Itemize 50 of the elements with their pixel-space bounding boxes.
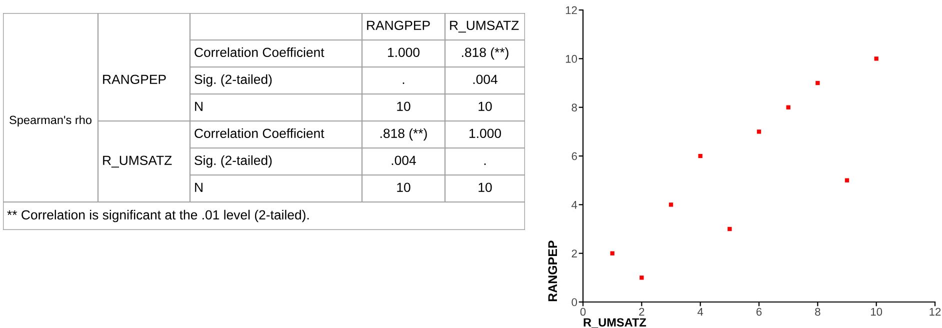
text: .	[402, 82, 404, 84]
y-tick-label: 0	[572, 298, 578, 306]
x-tick-label: 4	[698, 308, 704, 316]
y-tick-label: 6	[572, 152, 577, 160]
y-tick-label: 10	[566, 54, 578, 63]
category-label: R_UMSATZ	[450, 20, 519, 33]
text: 10	[478, 102, 492, 112]
category-label: R_UMSATZ	[103, 156, 172, 168]
text: 1.000	[470, 128, 501, 138]
y-tick-label: 2	[572, 250, 577, 258]
x-tick-label: 8	[815, 308, 820, 316]
text: .004	[392, 156, 416, 166]
point	[640, 276, 644, 280]
x-tick-label: 0	[580, 308, 586, 316]
text: 1.000	[388, 48, 420, 58]
text: 10	[397, 102, 410, 112]
y-axis-title: RANGPEP	[548, 240, 558, 302]
x-tick-label: 10	[871, 308, 882, 316]
text: .818 (**)	[462, 47, 508, 60]
y-tick-label: 12	[566, 6, 577, 14]
point	[844, 178, 850, 182]
point	[816, 80, 820, 86]
text: .818 (**)	[380, 128, 427, 141]
category-label: Sig. (2-tailed)	[194, 74, 272, 87]
x-tick-label: 2	[639, 308, 644, 316]
point	[786, 105, 790, 110]
text: 10	[478, 182, 492, 192]
point	[728, 226, 732, 232]
point	[698, 154, 702, 158]
x-tick-label: 6	[756, 308, 762, 316]
category-label: Sig. (2-tailed)	[194, 155, 272, 168]
category-label: RANGPEP	[103, 74, 166, 84]
category-label: Correlation Coefficient	[194, 128, 324, 138]
point	[668, 202, 674, 207]
category-label: RANGPEP	[367, 20, 430, 30]
y-tick-label: 4	[572, 201, 578, 209]
text: ** Correlation is significant at the .01 level (2-tailed).	[7, 210, 309, 222]
x-axis-title: R_UMSATZ	[584, 318, 646, 328]
category-label: N	[195, 102, 202, 111]
point	[874, 56, 878, 61]
x-tick-label: 12	[930, 308, 941, 316]
point	[756, 130, 762, 134]
text: 10	[397, 182, 410, 192]
text: .	[484, 164, 486, 165]
y-tick-label: 8	[572, 104, 577, 112]
category-label: N	[195, 182, 202, 192]
category-label: Correlation Coefficient	[194, 47, 324, 58]
text: .004	[473, 74, 498, 84]
point	[610, 251, 614, 256]
text: Spearman's rho	[10, 116, 92, 126]
